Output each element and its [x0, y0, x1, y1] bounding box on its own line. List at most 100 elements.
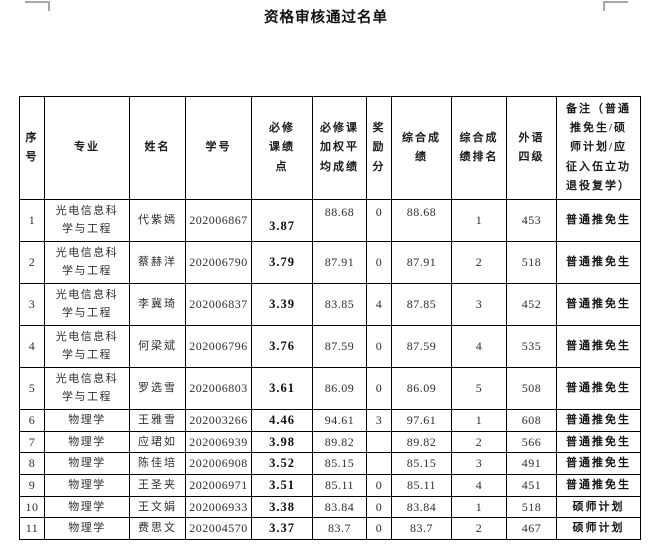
cell-no: 6 [19, 409, 45, 432]
major-text: 光电信息科学与工程 [55, 247, 119, 277]
cell-weighted_avg: 85.11 [312, 474, 367, 497]
cell-composite: 85.15 [391, 452, 452, 476]
cell-rank: 3 [451, 452, 507, 476]
cell-no: 7 [19, 430, 45, 454]
cell-composite: 87.59 [391, 325, 452, 368]
cell-major: 物理学 [44, 430, 130, 454]
col-header-no: 序 号 [19, 96, 45, 200]
cell-gpa: 3.79 [251, 241, 313, 284]
cell-name: 蔡赫洋 [129, 241, 186, 284]
cell-name: 何梁斌 [129, 325, 186, 368]
cell-student_id: 202006939 [185, 430, 252, 454]
cell-bonus: 0 [366, 325, 392, 368]
cell-major: 物理学 [44, 495, 130, 519]
cell-major: 物理学 [44, 474, 130, 497]
cell-bonus: 0 [366, 495, 392, 519]
cell-cet4: 451 [506, 474, 557, 497]
major-text: 物理学 [68, 522, 106, 535]
cell-name: 李冀琦 [129, 283, 186, 326]
cell-no: 4 [19, 325, 45, 368]
cell-gpa: 3.38 [251, 495, 313, 519]
table-row: 6 物理学 王雅雪 202003266 4.46 94.61 3 97.61 1 608 普通推免生 [19, 409, 641, 432]
cell-remark: 普通推免生 [556, 430, 641, 454]
cell-no: 8 [19, 452, 45, 476]
cell-remark: 普通推免生 [556, 199, 641, 242]
cell-cet4: 566 [506, 430, 557, 454]
cell-student_id: 202006933 [185, 495, 252, 519]
qualification-pass-table: 序 号专业 姓名 学号 必修 课绩 点必修课 加权平 均成绩奖 励 分综合成 绩综合成… [19, 96, 641, 541]
cell-gpa: 3.87 [251, 199, 313, 242]
cell-bonus: 4 [366, 283, 392, 326]
cell-no: 5 [19, 367, 45, 410]
cell-name: 罗选雪 [129, 367, 186, 410]
cell-weighted_avg: 86.09 [312, 367, 367, 410]
cell-name: 陈佳培 [129, 452, 186, 476]
table-row: 3 光电信息科学与工程 李冀琦 202006837 3.39 83.85 4 87.85 3 45… [19, 283, 641, 326]
cell-rank: 1 [451, 409, 507, 432]
table-row: 10 物理学 王文娟 202006933 3.38 83.84 0 83.84 1 518 硕师计划 [19, 495, 641, 519]
cell-cet4: 608 [506, 409, 557, 432]
table-row: 7 物理学 应珺如 202006939 3.98 89.82 89.82 2 566 普通推免生 [19, 430, 641, 454]
cell-remark: 普通推免生 [556, 367, 641, 410]
table-row: 9 物理学 王圣夹 202006971 3.51 85.11 0 85.11 4 451 普通推免生 [19, 474, 641, 497]
cell-gpa: 3.76 [251, 325, 313, 368]
cell-name: 应珺如 [129, 430, 186, 454]
major-text: 物理学 [68, 413, 106, 426]
table-header-row: 序 号专业 姓名 学号 必修 课绩 点必修课 加权平 均成绩奖 励 分综合成 绩综合成… [19, 96, 641, 200]
cell-cet4: 535 [506, 325, 557, 368]
cell-composite: 83.84 [391, 495, 452, 519]
cell-rank: 1 [451, 495, 507, 519]
cell-no: 1 [19, 199, 45, 242]
cell-composite: 86.09 [391, 367, 452, 410]
cell-name: 代紫嫣 [129, 199, 186, 242]
col-header-composite: 综合成 绩 [391, 96, 452, 200]
cell-student_id: 202006867 [185, 199, 252, 242]
cell-cet4: 508 [506, 367, 557, 410]
cell-weighted_avg: 85.15 [312, 452, 367, 476]
cell-major: 光电信息科学与工程 [44, 199, 130, 242]
cell-student_id: 202006790 [185, 241, 252, 284]
cell-bonus: 0 [366, 241, 392, 284]
cell-bonus: 0 [366, 517, 392, 541]
cell-weighted_avg: 87.91 [312, 241, 367, 284]
cell-rank: 1 [451, 199, 507, 242]
cell-gpa: 3.39 [251, 283, 313, 326]
col-header-student_id: 学号 [185, 96, 252, 200]
cell-rank: 2 [451, 241, 507, 284]
table-header: 序 号专业 姓名 学号 必修 课绩 点必修课 加权平 均成绩奖 励 分综合成 绩综合成… [19, 96, 641, 200]
major-text: 光电信息科学与工程 [55, 205, 119, 235]
cell-major: 光电信息科学与工程 [44, 325, 130, 368]
cell-weighted_avg: 94.61 [312, 409, 367, 432]
col-header-name: 姓名 [129, 96, 186, 200]
cell-weighted_avg: 89.82 [312, 430, 367, 454]
cell-major: 光电信息科学与工程 [44, 283, 130, 326]
cell-gpa: 3.37 [251, 517, 313, 541]
cell-weighted_avg: 83.85 [312, 283, 367, 326]
cell-remark: 普通推免生 [556, 452, 641, 476]
cell-cet4: 452 [506, 283, 557, 326]
col-header-gpa: 必修 课绩 点 [251, 96, 313, 200]
cell-remark: 普通推免生 [556, 409, 641, 432]
table-row: 5 光电信息科学与工程 罗选雪 202006803 3.61 86.09 0 86.09 5 50… [19, 367, 641, 410]
col-header-major: 专业 [44, 96, 130, 200]
cell-weighted_avg: 88.68 [312, 199, 367, 242]
col-header-rank: 综合成 绩排名 [451, 96, 507, 200]
cell-composite: 88.68 [391, 199, 452, 242]
cell-bonus [366, 452, 392, 476]
major-text: 物理学 [68, 500, 106, 513]
cell-remark: 硕师计划 [556, 517, 641, 541]
cell-no: 2 [19, 241, 45, 284]
cell-composite: 87.91 [391, 241, 452, 284]
col-header-remark: 备注（普通 推免生/硕 师计划/应 征入伍立功 退役复学） [556, 96, 641, 200]
cell-no: 10 [19, 495, 45, 519]
major-text: 物理学 [68, 435, 106, 448]
table-row: 2 光电信息科学与工程 蔡赫洋 202006790 3.79 87.91 0 87.91 2 51… [19, 241, 641, 284]
cell-cet4: 518 [506, 241, 557, 284]
cell-student_id: 202006803 [185, 367, 252, 410]
col-header-bonus: 奖 励 分 [366, 96, 392, 200]
cell-major: 光电信息科学与工程 [44, 241, 130, 284]
cell-composite: 83.7 [391, 517, 452, 541]
cell-major: 物理学 [44, 452, 130, 476]
table-row: 4 光电信息科学与工程 何梁斌 202006796 3.76 87.59 0 87.59 4 53… [19, 325, 641, 368]
cell-cet4: 467 [506, 517, 557, 541]
